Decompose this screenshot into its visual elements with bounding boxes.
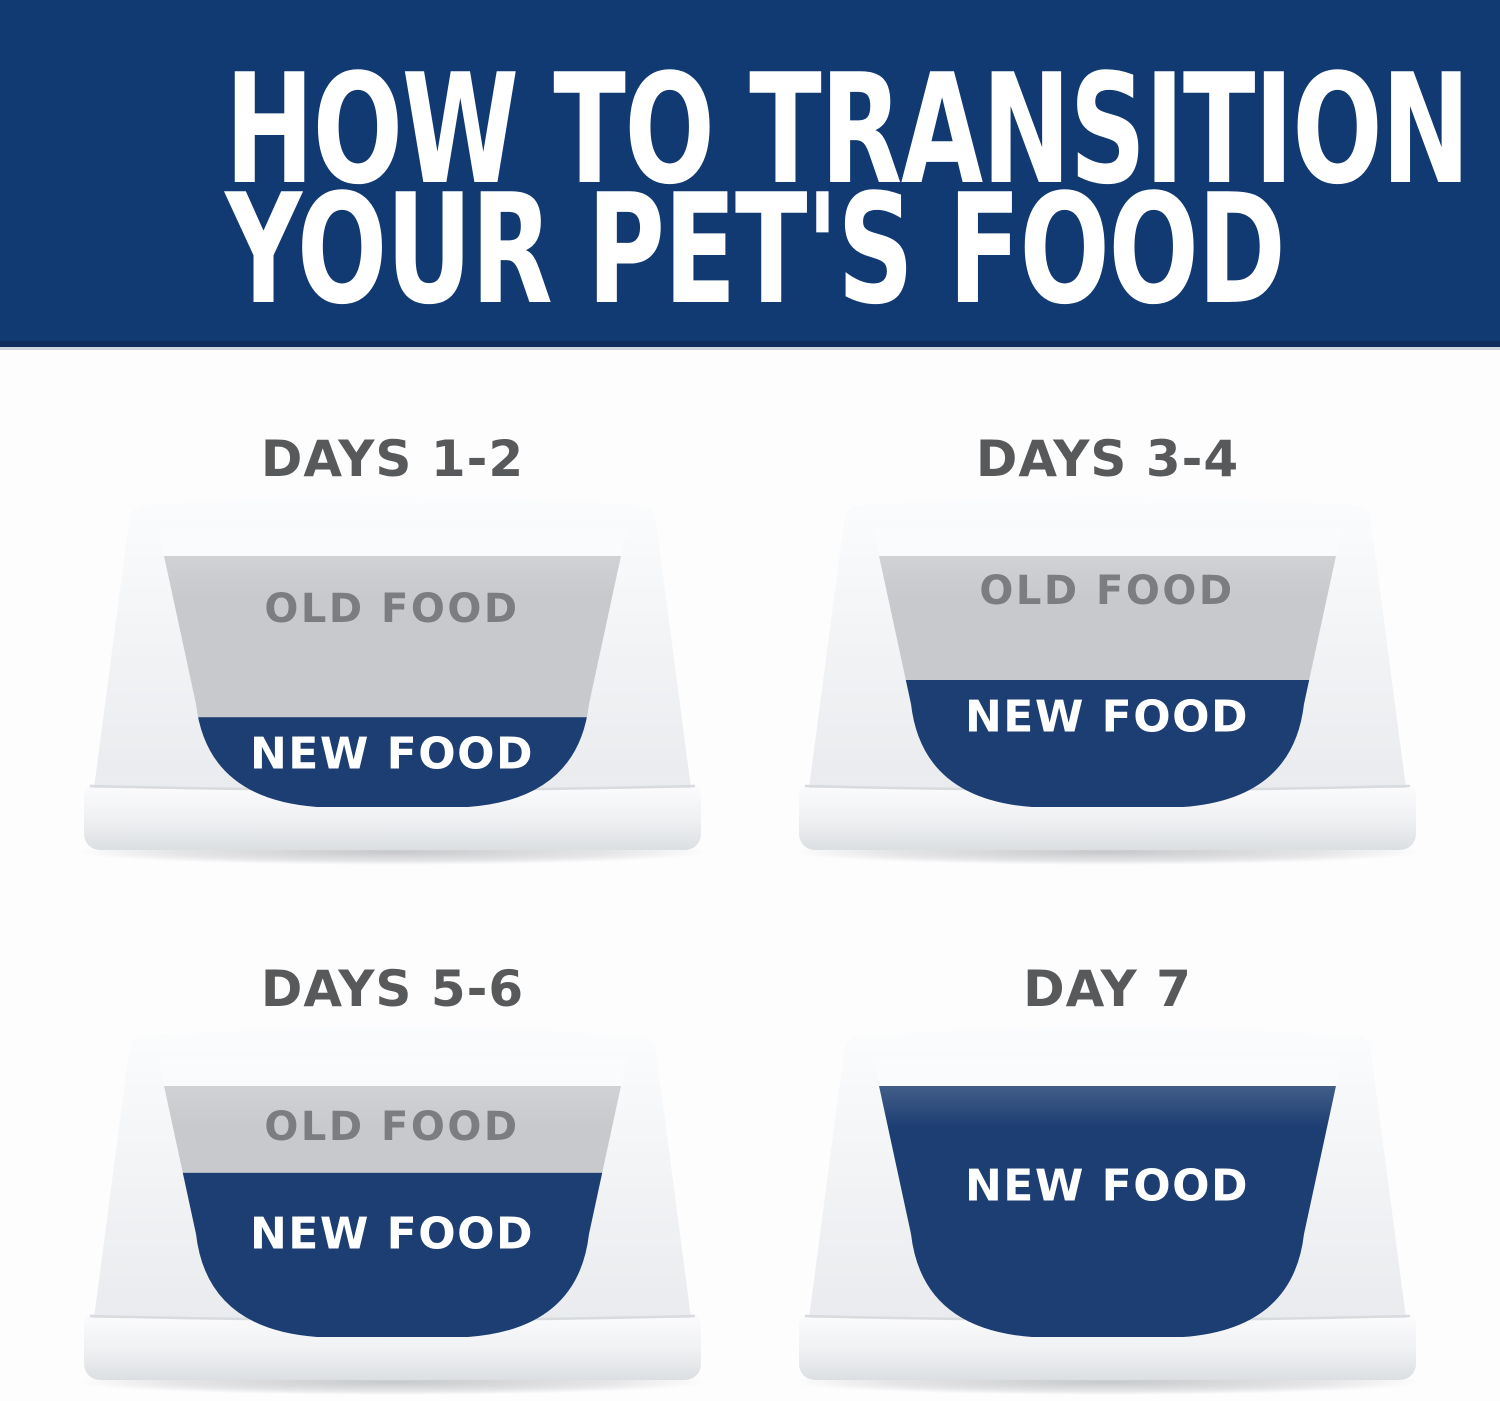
new-food-label: NEW FOOD	[250, 729, 534, 780]
interior-gloss	[158, 556, 627, 598]
bowl-inner-rim	[873, 528, 1342, 556]
header-title-line1: HOW TO TRANSITION	[225, 41, 1470, 218]
interior-gloss	[873, 1086, 1342, 1128]
old-food-label: OLD FOOD	[264, 1104, 519, 1150]
bowl-inner-rim	[873, 1058, 1342, 1086]
pet-bowl-illustration: NEW FOOD	[792, 1027, 1422, 1395]
bowl-base	[84, 1310, 701, 1380]
bowl-interior	[158, 1058, 627, 1337]
new-food-label: NEW FOOD	[965, 692, 1249, 743]
bowl-inner-rim	[158, 528, 627, 556]
interior-gloss	[873, 556, 1342, 598]
pet-bowl-illustration: OLD FOOD NEW FOOD	[77, 1027, 707, 1395]
bowl-base	[84, 780, 701, 850]
header-title-line2: YOUR PET'S FOOD	[225, 161, 1286, 338]
day-title: DAYS 3-4	[975, 430, 1240, 488]
panel-days-3-4: DAYS 3-4 OLD FOOD NEW FOOD	[785, 426, 1430, 867]
old-food-label: OLD FOOD	[979, 568, 1234, 614]
transition-grid: DAYS 1-2 OLD FOOD NEW FOOD	[0, 350, 1500, 1397]
old-food-label: OLD FOOD	[264, 586, 519, 632]
day-title: DAYS 5-6	[260, 960, 525, 1018]
pet-bowl-illustration: OLD FOOD NEW FOOD	[77, 497, 707, 865]
day-title: DAY 7	[1023, 960, 1192, 1018]
header-banner: HOW TO TRANSITION YOUR PET'S FOOD	[0, 0, 1500, 347]
panel-days-5-6: DAYS 5-6 OLD FOOD NEW FOOD	[70, 956, 715, 1397]
pet-bowl-illustration: OLD FOOD NEW FOOD	[792, 497, 1422, 865]
bowl-base	[799, 780, 1416, 850]
panel-day-7: DAY 7 NEW FOOD	[785, 956, 1430, 1397]
new-food-label: NEW FOOD	[965, 1161, 1249, 1212]
bowl-inner-rim	[158, 1058, 627, 1086]
new-food-area	[158, 1172, 627, 1337]
day-title: DAYS 1-2	[260, 430, 525, 488]
banner-underline	[0, 347, 1500, 350]
new-food-label: NEW FOOD	[250, 1209, 534, 1260]
bowl-interior	[873, 528, 1342, 807]
bowl-base	[799, 1310, 1416, 1380]
interior-gloss	[158, 1086, 627, 1128]
bowl-interior	[873, 1058, 1342, 1337]
panel-days-1-2: DAYS 1-2 OLD FOOD NEW FOOD	[70, 426, 715, 867]
